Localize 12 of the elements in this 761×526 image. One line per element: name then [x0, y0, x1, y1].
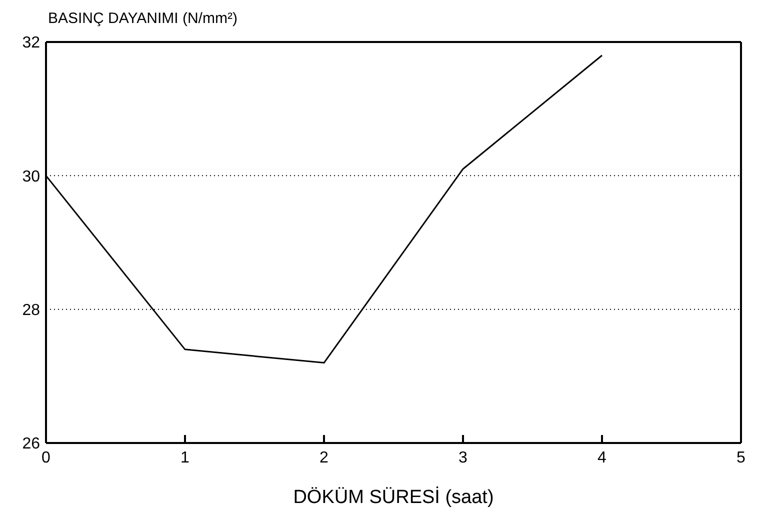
x-tick-label: 4 — [598, 449, 607, 466]
y-tick-label: 30 — [22, 168, 40, 186]
x-tick-label: 3 — [458, 449, 468, 466]
y-tick-label: 32 — [22, 34, 40, 52]
y-tick-label: 28 — [22, 302, 40, 320]
x-tick-label: 0 — [42, 449, 51, 466]
x-axis-title: DÖKÜM SÜRESİ (saat) — [293, 486, 494, 508]
y-axis-title: BASINÇ DAYANIMI (N/mm²) — [48, 10, 238, 27]
x-tick-label: 2 — [320, 449, 329, 466]
x-tick-label: 1 — [180, 449, 190, 466]
x-tick-label: 5 — [736, 449, 746, 466]
y-tick-label: 26 — [22, 436, 40, 453]
